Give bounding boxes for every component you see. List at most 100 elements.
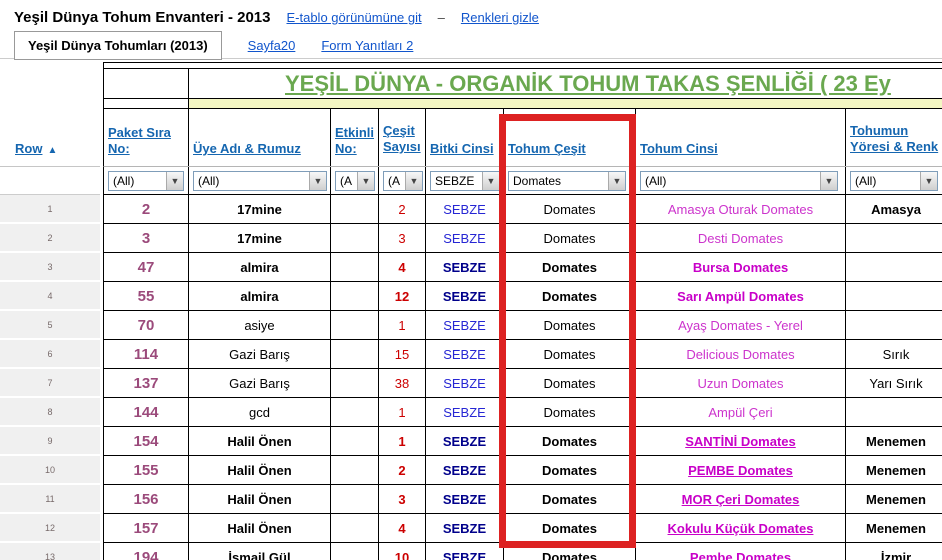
row-number-gutter: Row ▲ 1 2 3 4 5 6 7 8 9 10 11 12 13 [0,62,100,560]
column-header-tohum-cinsi[interactable]: Tohum Cinsi [636,109,846,166]
filter-tohum-cinsi[interactable]: (All) ▼ [640,170,838,191]
row-header-label[interactable]: Row [15,141,43,156]
cell-cesit-sayisi: 2 [379,195,426,223]
filter-cell: (All) ▼ [846,167,942,194]
tab-form-yanitlari-2[interactable]: Form Yanıtları 2 [321,38,414,53]
filter-tohum-cesit[interactable]: Domates ▼ [508,170,626,191]
cell-uye-adi: almira [189,282,331,310]
cell-etkinlik-no [331,456,379,484]
cell-tohum-cesit: Domates [504,543,636,560]
cell-etkinlik-no [331,514,379,542]
cell-paket-sira-no: 55 [104,282,189,310]
cell-tohumun-yoresi [846,224,942,252]
tab-yesil-dunya-tohumlari[interactable]: Yeşil Dünya Tohumları (2013) [14,31,222,60]
cell-tohum-cinsi[interactable]: MOR Çeri Domates [636,485,846,513]
column-header-cesit-sayisi[interactable]: Çeşit Sayısı [379,109,426,166]
cell-tohum-cesit: Domates [504,456,636,484]
cell-uye-adi: Halil Önen [189,427,331,455]
filter-bitki-cinsi[interactable]: SEBZE ▼ [430,170,500,191]
cell-tohum-cinsi[interactable]: PEMBE Domates [636,456,846,484]
filter-cell: (A ▼ [379,167,426,194]
column-header-tohumun-yoresi-renk[interactable]: Tohumun Yöresi & Renk [850,123,939,155]
cell-uye-adi: Gazi Barış [189,369,331,397]
chevron-down-icon: ▼ [405,171,422,190]
topbar: Yeşil Dünya Tohum Envanteri - 2013 E-tab… [14,9,539,26]
row-numbers: 1 2 3 4 5 6 7 8 9 10 11 12 13 [0,195,100,560]
cell-tohum-cesit: Domates [504,485,636,513]
filter-cesit-sayisi[interactable]: (A ▼ [383,170,423,191]
row-number: 3 [0,253,100,282]
cell-paket-sira-no: 70 [104,311,189,339]
cell-cesit-sayisi: 4 [379,514,426,542]
cell-etkinlik-no [331,543,379,560]
column-header-uye-adi-rumuz[interactable]: Üye Adı & Rumuz [189,109,331,166]
cell-paket-sira-no: 194 [104,543,189,560]
chevron-down-icon: ▼ [309,171,326,190]
row-number: 1 [0,195,100,224]
filter-paket-sira-no[interactable]: (All) ▼ [108,170,184,191]
data-rows: 2 17mine 2 SEBZE Domates Amasya Oturak D… [103,195,942,560]
table-row: 144 gcd 1 SEBZE Domates Ampül Çeri [103,398,942,427]
row-sort-header[interactable]: Row ▲ [0,62,100,167]
cell-paket-sira-no: 3 [104,224,189,252]
table-view: Row ▲ 1 2 3 4 5 6 7 8 9 10 11 12 13 YEŞİL DÜNYA - OR… [0,62,942,560]
cell-uye-adi: Halil Önen [189,485,331,513]
cell-etkinlik-no [331,224,379,252]
cell-paket-sira-no: 155 [104,456,189,484]
cell-etkinlik-no [331,427,379,455]
filter-row: (All) ▼ (All) ▼ (A ▼ (A ▼ SEBZE ▼ [103,167,942,195]
cell-tohumun-yoresi: Yarı Sırık [869,375,923,391]
cell-bitki-cinsi: SEBZE [426,224,504,252]
chevron-down-icon: ▼ [482,171,499,190]
table-row: 155 Halil Önen 2 SEBZE Domates PEMBE Dom… [103,456,942,485]
table-row: 47 almira 4 SEBZE Domates Bursa Domates [103,253,942,282]
cell-paket-sira-no: 144 [104,398,189,426]
cell-tohum-cinsi[interactable]: Kokulu Küçük Domates [636,514,846,542]
cell-tohum-cinsi: Ayaş Domates - Yerel [636,311,846,339]
cell-paket-sira-no: 154 [104,427,189,455]
cell-bitki-cinsi: SEBZE [426,514,504,542]
row-number: 9 [0,427,100,456]
row-number: 10 [0,456,100,485]
table-row: 3 17mine 3 SEBZE Domates Desti Domates [103,224,942,253]
tab-strip: Yeşil Dünya Tohumları (2013) Sayfa20 For… [14,31,413,60]
row-number: 11 [0,485,100,514]
cell-tohumun-yoresi [846,398,942,426]
filter-etkinlik-no[interactable]: (A ▼ [335,170,375,191]
cell-cesit-sayisi: 38 [379,369,426,397]
sheet-banner: YEŞİL DÜNYA - ORGANİK TOHUM TAKAS ŞENLİĞ… [285,71,891,96]
filter-tohumun-yoresi[interactable]: (All) ▼ [850,170,938,191]
column-header-etkinlik-no[interactable]: Etkinli No: [331,109,379,166]
cell-etkinlik-no [331,485,379,513]
cell-uye-adi: 17mine [189,195,331,223]
cell-cesit-sayisi: 2 [379,456,426,484]
filter-uye-adi[interactable]: (All) ▼ [193,170,327,191]
table-row: 137 Gazi Barış 38 SEBZE Domates Uzun Dom… [103,369,942,398]
cell-cesit-sayisi: 1 [379,311,426,339]
column-header-tohum-cesit[interactable]: Tohum Çeşit [504,109,636,166]
cell-paket-sira-no: 2 [104,195,189,223]
cell-etkinlik-no [331,369,379,397]
cell-bitki-cinsi: SEBZE [426,340,504,368]
cell-etkinlik-no [331,398,379,426]
cell-etkinlik-no [331,282,379,310]
cell-uye-adi: almira [189,253,331,281]
cell-uye-adi: 17mine [189,224,331,252]
tabs-divider [0,58,942,59]
column-header-bitki-cinsi[interactable]: Bitki Cinsi [426,109,504,166]
spreadsheet-view-link[interactable]: E-tablo görünümüne git [286,10,422,25]
tab-sayfa20[interactable]: Sayfa20 [247,38,296,53]
column-header-row: Paket Sıra No: Üye Adı & Rumuz Etkinli N… [103,109,942,167]
sort-ascending-icon[interactable]: ▲ [47,145,58,156]
cell-tohum-cesit: Domates [504,253,636,281]
filter-cell: Domates ▼ [504,167,636,194]
column-header-paket-sira-no[interactable]: Paket Sıra No: [104,109,189,166]
hide-colors-link[interactable]: Renkleri gizle [460,10,539,25]
gutter-filter-spacer [0,167,100,195]
page-title: Yeşil Dünya Tohum Envanteri - 2013 [14,9,271,26]
cell-cesit-sayisi: 3 [379,485,426,513]
cell-tohum-cinsi[interactable]: SANTİNİ Domates [636,427,846,455]
cell-uye-adi: İsmail Gül [189,543,331,560]
cell-tohum-cinsi: Uzun Domates [636,369,846,397]
cell-paket-sira-no: 137 [104,369,189,397]
